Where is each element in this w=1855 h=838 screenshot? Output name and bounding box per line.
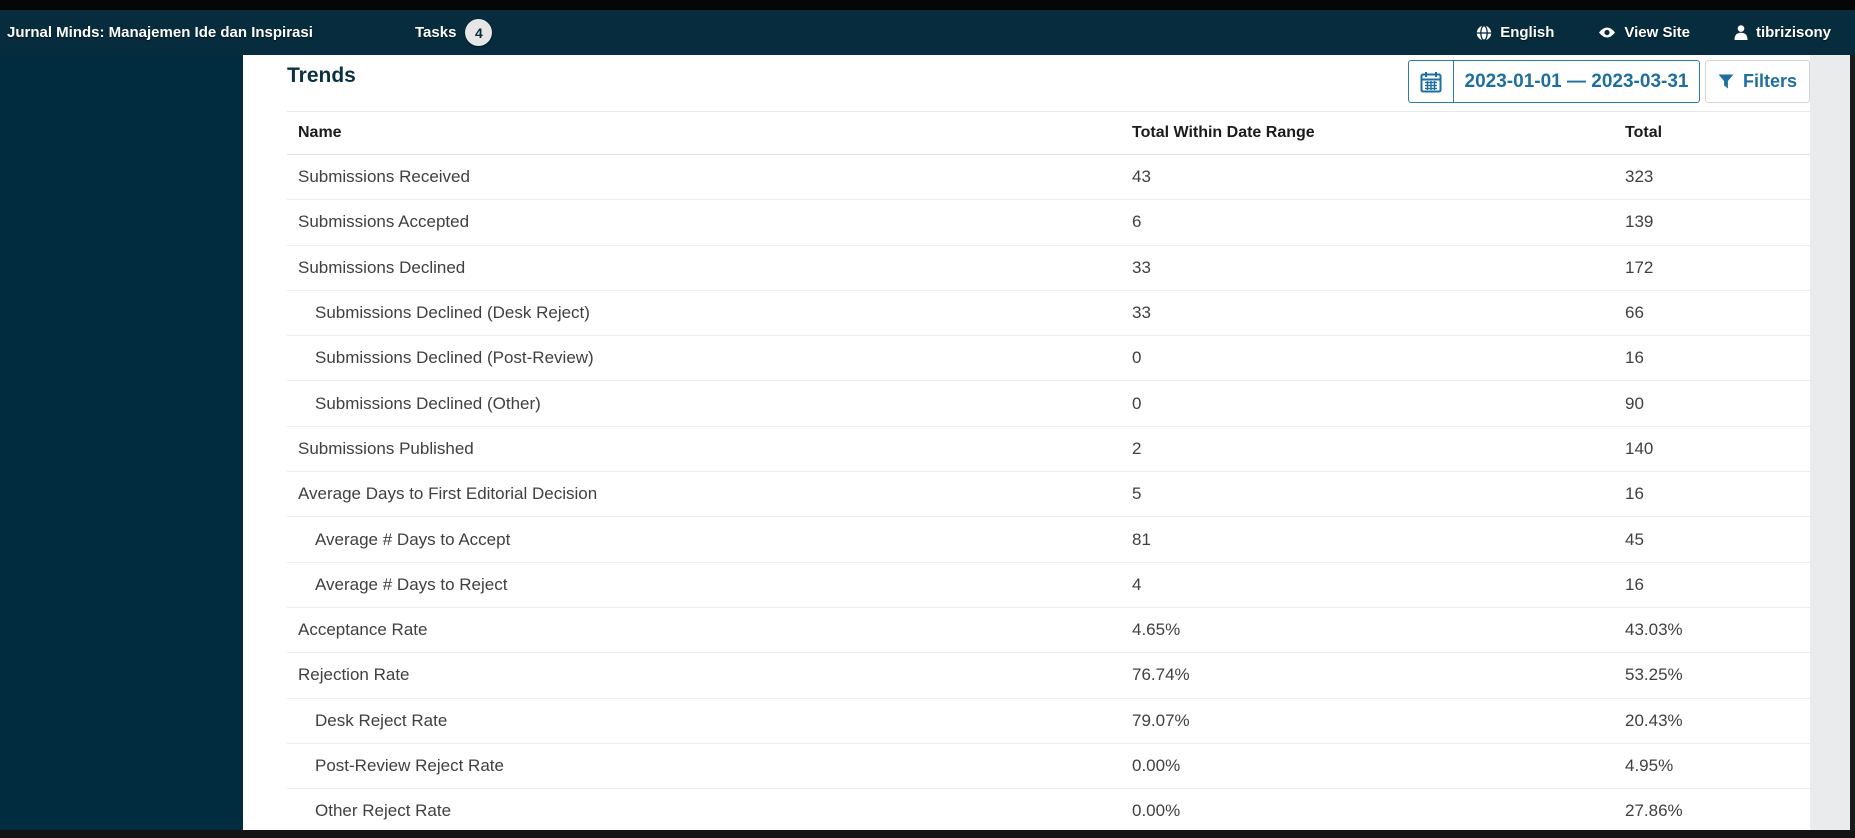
metric-range-value: 0 — [1132, 335, 1625, 382]
table-row: Submissions Declined (Post-Review) 0 16 — [287, 335, 1810, 382]
tasks-label: Tasks — [415, 24, 457, 41]
date-range-value: 2023-01-01 — 2023-03-31 — [1464, 70, 1689, 92]
metric-range-value: 43 — [1132, 154, 1625, 201]
metric-total-value: 139 — [1625, 199, 1810, 246]
metric-range-value: 6 — [1132, 199, 1625, 246]
calendar-icon — [1409, 61, 1454, 102]
metric-name: Post-Review Reject Rate — [287, 743, 1132, 790]
metric-total-value: 20.43% — [1625, 698, 1810, 744]
metric-range-value: 81 — [1132, 516, 1625, 563]
metric-range-value: 79.07% — [1132, 698, 1625, 744]
table-row: Submissions Declined (Desk Reject) 33 66 — [287, 290, 1810, 337]
metric-total-value: 16 — [1625, 471, 1810, 518]
metric-range-value: 0.00% — [1132, 743, 1625, 790]
metric-range-value: 33 — [1132, 245, 1625, 291]
metric-name: Submissions Declined (Other) — [287, 380, 1132, 427]
metric-range-value: 4.65% — [1132, 607, 1625, 654]
table-row: Submissions Declined (Other) 0 90 — [287, 380, 1810, 427]
stats-panel: Trends 2023-01-01 — 2023-03-31 — [243, 55, 1810, 838]
metric-total-value: 90 — [1625, 380, 1810, 427]
metric-total-value: 4.95% — [1625, 743, 1810, 790]
user-menu[interactable]: tibrizisony — [1734, 24, 1831, 41]
view-site-link[interactable]: View Site — [1598, 24, 1690, 41]
metric-name: Submissions Declined — [287, 245, 1132, 291]
metric-name: Other Reject Rate — [287, 788, 1132, 835]
table-row: Submissions Accepted 6 139 — [287, 199, 1810, 246]
metric-total-value: 66 — [1625, 290, 1810, 337]
table-row: Other Reject Rate 0.00% 27.86% — [287, 788, 1810, 835]
navbar-right-group: English View Site tibrizisony — [1476, 10, 1831, 55]
table-row: Average Days to First Editorial Decision… — [287, 471, 1810, 518]
page-title: Trends — [287, 64, 356, 87]
language-menu[interactable]: English — [1476, 24, 1554, 41]
table-row: Submissions Received 43 323 — [287, 154, 1810, 201]
filters-label: Filters — [1742, 71, 1798, 91]
window-bottom-edge — [0, 830, 1855, 838]
table-row: Rejection Rate 76.74% 53.25% — [287, 652, 1810, 699]
metric-range-value: 4 — [1132, 562, 1625, 608]
window-top-edge — [0, 0, 1855, 10]
metric-range-value: 33 — [1132, 290, 1625, 337]
metric-total-value: 16 — [1625, 562, 1810, 608]
metric-name: Submissions Received — [287, 154, 1132, 201]
metric-name: Average Days to First Editorial Decision — [287, 471, 1132, 518]
tasks-count-badge: 4 — [465, 19, 493, 46]
metric-total-value: 172 — [1625, 245, 1810, 291]
metric-range-value: 5 — [1132, 471, 1625, 518]
trends-table-header-row: Name Total Within Date Range Total — [287, 111, 1810, 155]
metric-total-value: 323 — [1625, 154, 1810, 201]
metric-total-value: 43.03% — [1625, 607, 1810, 654]
tasks-link[interactable]: Tasks 4 — [415, 10, 493, 55]
table-row: Submissions Declined 33 172 — [287, 245, 1810, 291]
journal-title-link[interactable]: Jurnal Minds: Manajemen Ide dan Inspiras… — [7, 24, 313, 41]
username-label: tibrizisony — [1755, 24, 1831, 41]
column-header-total: Total — [1625, 111, 1810, 155]
table-row: Average # Days to Reject 4 16 — [287, 562, 1810, 608]
metric-total-value: 45 — [1625, 516, 1810, 563]
language-label: English — [1500, 24, 1555, 41]
metric-range-value: 76.74% — [1132, 652, 1625, 699]
user-icon — [1734, 25, 1748, 40]
column-header-range: Total Within Date Range — [1132, 111, 1625, 155]
metric-name: Submissions Published — [287, 426, 1132, 473]
metric-total-value: 16 — [1625, 335, 1810, 382]
filters-button[interactable]: Filters — [1705, 60, 1810, 103]
metric-name: Average # Days to Accept — [287, 516, 1132, 563]
table-row: Average # Days to Accept 81 45 — [287, 516, 1810, 563]
metric-name: Submissions Declined (Desk Reject) — [287, 290, 1132, 337]
metric-total-value: 140 — [1625, 426, 1810, 473]
metric-name: Rejection Rate — [287, 652, 1132, 699]
metric-name: Submissions Declined (Post-Review) — [287, 335, 1132, 382]
eye-icon — [1598, 26, 1616, 39]
metric-name: Average # Days to Reject — [287, 562, 1132, 608]
table-row: Acceptance Rate 4.65% 43.03% — [287, 607, 1810, 654]
sidebar — [0, 55, 243, 838]
metric-name: Submissions Accepted — [287, 199, 1132, 246]
page-right-gutter — [1810, 55, 1850, 838]
metric-name: Acceptance Rate — [287, 607, 1132, 654]
table-row: Desk Reject Rate 79.07% 20.43% — [287, 698, 1810, 744]
trends-table-body: Submissions Received 43 323 Submissions … — [287, 154, 1810, 835]
metric-total-value: 53.25% — [1625, 652, 1810, 699]
metric-total-value: 27.86% — [1625, 788, 1810, 835]
trends-table: Name Total Within Date Range Total Submi… — [287, 111, 1810, 835]
top-navbar: Jurnal Minds: Manajemen Ide dan Inspiras… — [0, 10, 1855, 55]
metric-range-value: 0 — [1132, 380, 1625, 427]
globe-icon — [1476, 24, 1492, 41]
table-row: Submissions Published 2 140 — [287, 426, 1810, 473]
metric-range-value: 0.00% — [1132, 788, 1625, 835]
filter-icon — [1718, 74, 1734, 89]
metric-name: Desk Reject Rate — [287, 698, 1132, 744]
metric-range-value: 2 — [1132, 426, 1625, 473]
view-site-label: View Site — [1624, 24, 1690, 41]
table-row: Post-Review Reject Rate 0.00% 4.95% — [287, 743, 1810, 790]
window-right-edge — [1850, 55, 1855, 838]
date-range-button[interactable]: 2023-01-01 — 2023-03-31 — [1408, 60, 1700, 103]
column-header-name: Name — [287, 111, 1132, 155]
